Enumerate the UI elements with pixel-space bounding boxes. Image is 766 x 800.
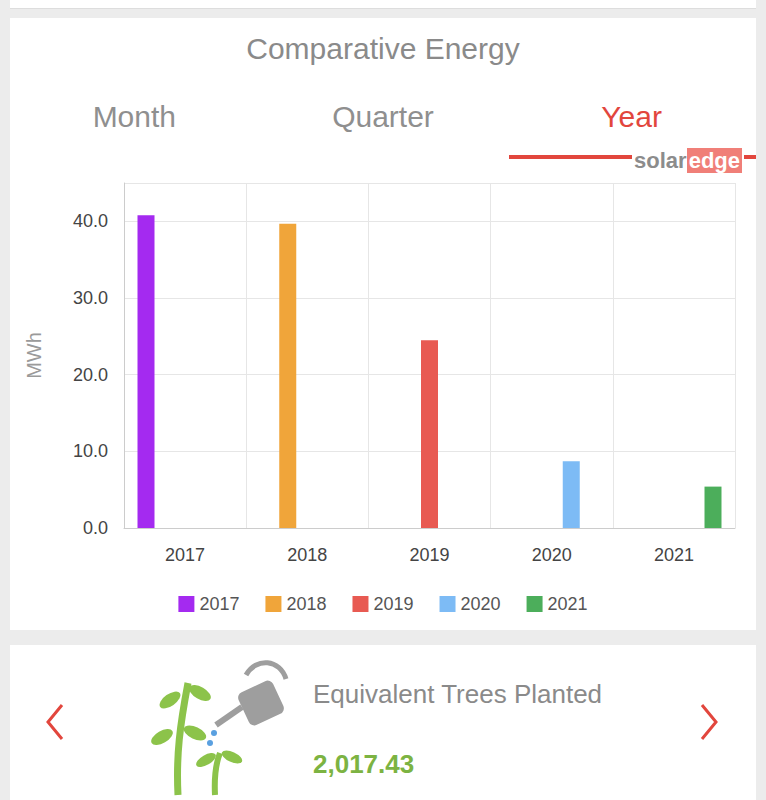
html-text:2,017.43: 2,017.43	[313, 749, 415, 779]
html-text:Quarter: Quarter	[332, 100, 434, 133]
svg-text:2021: 2021	[548, 594, 588, 614]
svg-text:2019: 2019	[373, 594, 413, 614]
svg-text:40.0: 40.0	[73, 211, 108, 231]
svg-text:2018: 2018	[287, 545, 327, 565]
svg-text:2019: 2019	[409, 545, 449, 565]
svg-text:10.0: 10.0	[73, 441, 108, 461]
svg-text:MWh: MWh	[23, 332, 45, 379]
html-text:Year: Year	[601, 100, 662, 133]
svg-text:2017: 2017	[199, 594, 239, 614]
svg-text:0.0: 0.0	[83, 518, 108, 538]
svg-text:2018: 2018	[286, 594, 326, 614]
html-text:Equivalent Trees Planted: Equivalent Trees Planted	[313, 679, 603, 709]
svg-text:2020: 2020	[461, 594, 501, 614]
html-text:Month: Month	[92, 100, 176, 133]
svg-text:2020: 2020	[532, 545, 572, 565]
svg-text:2021: 2021	[654, 545, 694, 565]
svg-text:20.0: 20.0	[73, 365, 108, 385]
html-text:Comparative Energy: Comparative Energy	[246, 32, 520, 65]
html-text:solar edge: solar edge	[634, 148, 740, 173]
svg-text:30.0: 30.0	[73, 288, 108, 308]
svg-text:2017: 2017	[165, 545, 205, 565]
